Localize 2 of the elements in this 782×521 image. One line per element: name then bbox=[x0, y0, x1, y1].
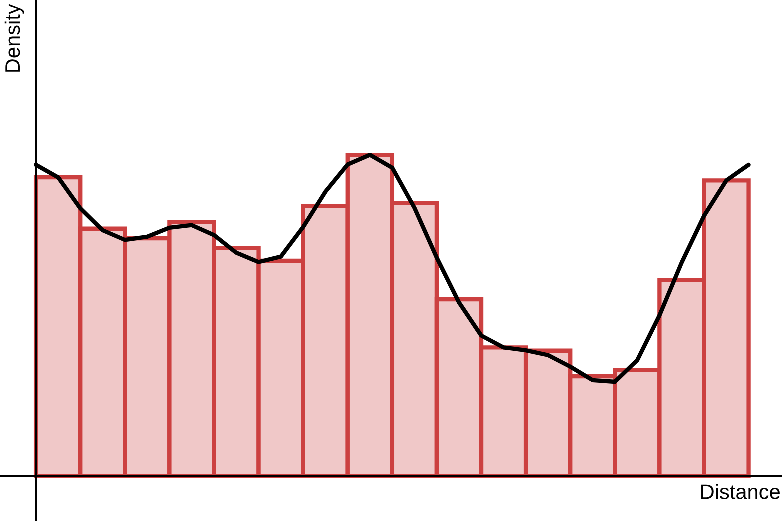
x-axis-title: Distance bbox=[702, 484, 780, 500]
y-axis-title: Density bbox=[4, 4, 24, 72]
